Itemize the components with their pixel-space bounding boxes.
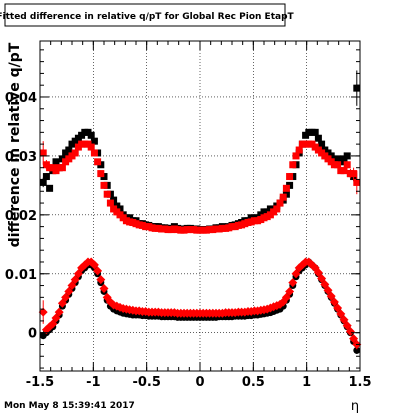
data-point-circle [353,346,361,354]
data-point-square [100,181,108,189]
y-tick-label: 0.04 [5,91,37,106]
data-point-square [350,170,358,178]
data-point-square [39,149,47,157]
data-point-square [106,199,114,207]
data-point-square [340,167,348,175]
x-tick-label: 1 [302,375,311,390]
data-point-diamond [320,279,330,289]
x-tick-label: -0.5 [132,375,160,390]
data-point-diamond [61,292,71,302]
data-point-square [318,140,326,148]
data-point-square [90,137,98,145]
data-point-diamond [317,273,327,283]
data-point-diamond [51,313,61,323]
data-point-diamond [345,327,355,337]
data-point-diamond [291,269,301,279]
data-point-diamond [329,297,339,307]
data-point-diamond [93,266,103,276]
data-point-square [46,184,54,192]
x-tick-label: -1.5 [26,375,54,390]
data-point-square [311,128,319,136]
series-3 [38,257,362,350]
data-point-diamond [70,275,80,285]
data-point-diamond [333,303,343,313]
data-point-diamond [281,292,291,302]
data-point-square [42,173,50,181]
data-point-diamond [73,269,83,279]
data-point-square [282,184,290,192]
data-point-diamond [99,284,109,293]
data-point-diamond [288,278,298,288]
y-tick-label: 0.01 [5,268,37,283]
data-point-square [276,199,284,207]
data-point-square [65,146,73,154]
x-tick-label: 0 [195,375,204,390]
data-point-diamond [64,286,74,296]
chart-title: Fitted difference in relative q/pT for G… [0,12,295,22]
y-tick-label: 0.02 [5,209,37,224]
x-tick-label: 1.5 [348,375,371,390]
data-point-square [87,143,95,151]
y-tick-label: 0.03 [5,150,37,165]
data-point-square [334,161,342,169]
data-point-square [52,158,60,166]
data-point-diamond [285,286,295,296]
x-axis: -1.5 -1 -0.5 0 0.5 1 1.5 [26,41,372,390]
data-point-square [343,152,351,160]
data-point-diamond [96,275,106,285]
data-point-square [279,193,287,201]
data-point-diamond [57,298,67,308]
data-point-diamond [313,268,323,278]
timestamp-footer: Mon May 8 15:39:41 2017 [4,401,135,411]
data-point-square [295,146,303,154]
data-point-square [58,164,66,172]
data-point-square [97,170,105,178]
data-point-diamond [339,315,349,325]
data-point-square [353,178,361,186]
data-point-square [353,84,361,92]
data-point-square [289,161,297,169]
y-tick-label: 0 [28,327,37,342]
title-frame [4,3,286,27]
grid [40,41,360,371]
y-axis: 0 0.01 0.02 0.03 0.04 [5,49,360,369]
data-point-diamond [38,307,48,317]
series-1 [39,140,361,234]
x-axis-label: η [351,399,359,414]
data-point-diamond [323,285,333,295]
data-point-square [39,178,47,186]
data-point-square [87,131,95,139]
data-point-square [94,158,102,166]
data-point-diamond [54,307,64,317]
data-point-diamond [89,260,99,270]
data-series [38,70,362,354]
data-point-square [71,149,79,157]
data-point-diamond [342,321,352,331]
x-tick-label: 0.5 [242,375,265,390]
data-point-diamond [67,281,77,291]
data-point-square [273,205,281,213]
data-point-square [103,190,111,198]
data-point-square [286,173,294,181]
data-point-diamond [326,291,336,301]
data-point-square [90,149,98,157]
data-point-square [314,134,322,142]
data-point-diamond [336,309,346,319]
data-point-square [343,161,351,169]
x-tick-label: -1 [86,375,100,390]
y-axis-label: difference in relative q/pT [7,42,23,247]
data-point-diamond [48,319,58,329]
title-box: Fitted difference in relative q/pT for G… [0,3,295,27]
data-point-square [292,152,300,160]
data-point-diamond [349,334,359,344]
